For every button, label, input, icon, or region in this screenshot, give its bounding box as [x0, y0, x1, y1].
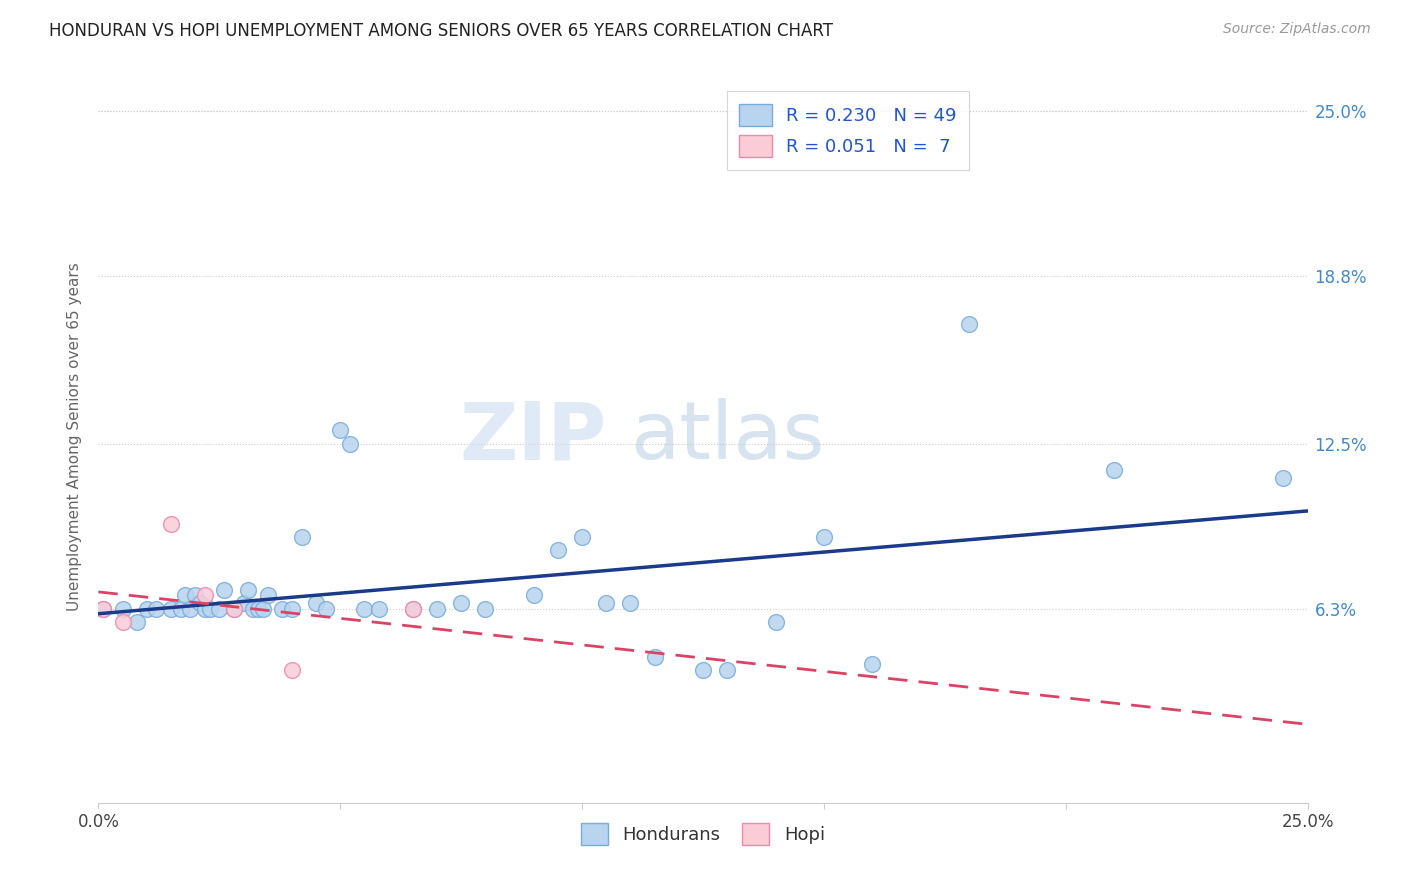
Y-axis label: Unemployment Among Seniors over 65 years: Unemployment Among Seniors over 65 years — [67, 263, 83, 611]
Point — [368, 601, 391, 615]
Point — [692, 663, 714, 677]
Point — [329, 424, 352, 438]
Point — [242, 601, 264, 615]
Point — [212, 582, 235, 597]
Point — [222, 601, 245, 615]
Text: HONDURAN VS HOPI UNEMPLOYMENT AMONG SENIORS OVER 65 YEARS CORRELATION CHART: HONDURAN VS HOPI UNEMPLOYMENT AMONG SENI… — [49, 22, 834, 40]
Point — [127, 615, 149, 629]
Point — [135, 601, 157, 615]
Point — [91, 601, 114, 615]
Point — [474, 601, 496, 615]
Legend: Hondurans, Hopi: Hondurans, Hopi — [574, 816, 832, 852]
Point — [169, 601, 191, 615]
Point — [860, 657, 883, 672]
Point — [281, 663, 304, 677]
Text: Source: ZipAtlas.com: Source: ZipAtlas.com — [1223, 22, 1371, 37]
Point — [232, 596, 254, 610]
Point — [619, 596, 641, 610]
Point — [194, 601, 217, 615]
Point — [450, 596, 472, 610]
Point — [111, 615, 134, 629]
Point — [252, 601, 274, 615]
Point — [305, 596, 328, 610]
Point — [813, 530, 835, 544]
Point — [91, 601, 114, 615]
Point — [426, 601, 449, 615]
Point — [547, 543, 569, 558]
Point — [523, 588, 546, 602]
Point — [281, 601, 304, 615]
Point — [238, 582, 260, 597]
Point — [765, 615, 787, 629]
Point — [222, 601, 245, 615]
Point — [339, 436, 361, 450]
Point — [160, 601, 183, 615]
Point — [290, 530, 312, 544]
Point — [111, 601, 134, 615]
Point — [198, 601, 221, 615]
Text: atlas: atlas — [630, 398, 825, 476]
Point — [1272, 471, 1295, 485]
Point — [256, 588, 278, 602]
Point — [595, 596, 617, 610]
Point — [271, 601, 294, 615]
Point — [145, 601, 167, 615]
Point — [194, 588, 217, 602]
Point — [208, 601, 231, 615]
Point — [353, 601, 375, 615]
Point — [174, 588, 197, 602]
Point — [716, 663, 738, 677]
Point — [402, 601, 425, 615]
Point — [571, 530, 593, 544]
Point — [184, 588, 207, 602]
Point — [1102, 463, 1125, 477]
Point — [315, 601, 337, 615]
Text: ZIP: ZIP — [458, 398, 606, 476]
Point — [188, 596, 211, 610]
Point — [179, 601, 201, 615]
Point — [957, 317, 980, 331]
Point — [644, 649, 666, 664]
Point — [160, 516, 183, 531]
Point — [402, 601, 425, 615]
Point — [247, 601, 270, 615]
